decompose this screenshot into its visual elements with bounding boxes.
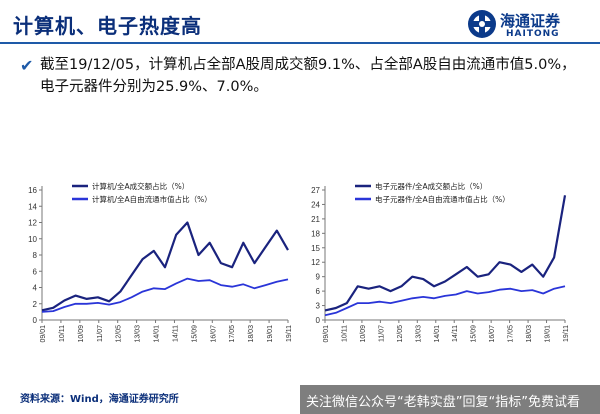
series-line-0	[41, 221, 289, 312]
x-tick-label: 14/01	[434, 325, 441, 343]
x-tick-label: 19/11	[286, 325, 293, 342]
y-tick-label: 6	[316, 287, 321, 296]
x-tick-label: 19/01	[545, 325, 552, 343]
y-tick-label: 3	[316, 302, 321, 311]
series-line-1	[324, 285, 566, 317]
x-tick-label: 09/01	[40, 325, 47, 343]
y-tick-label: 10	[28, 235, 37, 244]
y-tick-label: 18	[311, 229, 320, 238]
x-tick-label: 12/05	[397, 325, 404, 343]
x-tick-label: 15/09	[471, 325, 478, 343]
x-tick-label: 10/09	[360, 325, 367, 343]
x-tick-label: 10/09	[78, 325, 85, 343]
y-tick-label: 27	[311, 186, 320, 195]
y-tick-label: 12	[28, 219, 37, 228]
x-tick-label: 14/11	[452, 325, 459, 342]
x-tick-label: 09/01	[323, 325, 330, 343]
title-divider	[0, 42, 600, 44]
x-tick-label: 11/07	[378, 325, 385, 342]
y-tick-label: 16	[28, 186, 37, 195]
y-tick-label: 21	[311, 215, 320, 224]
summary-text: 截至19/12/05，计算机占全部A股周成交额9.1%、占全部A股自由流通市值5…	[40, 57, 576, 95]
x-tick-label: 19/11	[563, 325, 570, 342]
y-tick-label: 6	[33, 267, 38, 276]
y-tick-label: 15	[311, 244, 320, 253]
x-tick-label: 14/11	[172, 325, 179, 342]
series-line-0	[324, 195, 567, 312]
x-tick-label: 19/01	[267, 325, 274, 343]
x-tick-label: 12/05	[116, 325, 123, 343]
y-tick-label: 8	[33, 251, 38, 260]
x-tick-label: 14/01	[154, 325, 161, 343]
check-icon: ✔	[20, 56, 34, 75]
y-tick-label: 14	[28, 202, 37, 211]
x-tick-label: 16/07	[210, 325, 217, 343]
x-tick-label: 15/09	[191, 325, 198, 343]
x-tick-label: 11/07	[97, 325, 104, 342]
haitong-logo-icon	[468, 10, 496, 38]
chart-computer: 0 2 4 6 8 10 12 14 16 09/01 10/11 10/09 11/07 12/05 13…	[28, 181, 293, 343]
y-tick-label: 4	[33, 284, 38, 293]
haitong-logo: 海通证券 HAITONG	[466, 8, 596, 42]
chart-electronics: 0 3 6 9 12 15 18 21 24 27 09/01 10/11 10/09 11/07 12/0…	[311, 181, 570, 343]
x-tick-label: 18/03	[248, 325, 255, 343]
legend-label: 电子元器件/全A自由流通市值占比（%）	[375, 194, 510, 204]
y-tick-label: 0	[316, 316, 321, 325]
x-tick-label: 10/11	[59, 325, 66, 342]
x-tick-label: 10/11	[341, 325, 348, 342]
x-tick-label: 16/07	[489, 325, 496, 343]
page-title: 计算机、电子热度高	[13, 14, 202, 38]
x-tick-label: 13/03	[135, 325, 142, 343]
x-tick-label: 18/03	[526, 325, 533, 343]
legend-label: 计算机/全A自由流通市值占比（%）	[92, 194, 212, 204]
legend-label: 计算机/全A成交额占比（%）	[92, 181, 189, 191]
source-note: 资料来源：Wind，海通证券研究所	[20, 394, 179, 405]
x-tick-label: 13/03	[415, 325, 422, 343]
logo-text: 海通证券	[500, 12, 561, 30]
legend-label: 电子元器件/全A成交额占比（%）	[375, 181, 487, 191]
watermark-text: 关注微信公众号“老韩实盘”回复“指标”免费试看	[306, 395, 580, 410]
y-tick-label: 12	[311, 258, 320, 267]
series-line-1	[41, 277, 289, 313]
y-tick-label: 2	[33, 300, 38, 309]
y-tick-label: 24	[311, 200, 320, 209]
y-tick-label: 9	[316, 273, 321, 282]
logo-subtext: HAITONG	[506, 29, 560, 39]
y-tick-label: 0	[33, 316, 38, 325]
x-tick-label: 17/05	[229, 325, 236, 343]
watermark-bar	[300, 385, 600, 414]
x-tick-label: 17/05	[508, 325, 515, 343]
